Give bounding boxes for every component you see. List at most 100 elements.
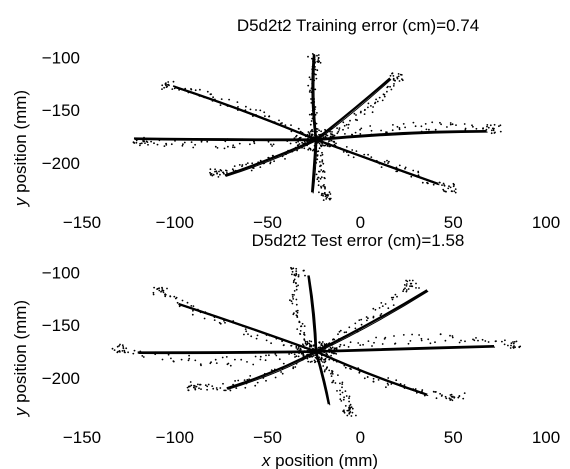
decoded-point [321, 347, 324, 350]
decoded-point [198, 387, 200, 390]
decoded-point [314, 66, 316, 68]
decoded-point [173, 295, 176, 298]
decoded-point [386, 382, 389, 385]
decoded-point [295, 270, 298, 272]
decoded-point [304, 135, 307, 138]
y-axis-label: y position (mm) [11, 90, 30, 207]
decoded-point [305, 344, 308, 346]
decoded-point [329, 343, 332, 345]
decoded-point [405, 285, 408, 287]
decoded-point [346, 414, 349, 417]
decoded-point [310, 102, 313, 104]
decoded-point [311, 349, 313, 352]
decoded-point [313, 349, 316, 352]
decoded-point [211, 385, 214, 387]
decoded-point [165, 142, 168, 145]
decoded-point [325, 368, 328, 370]
decoded-point [199, 363, 202, 366]
decoded-point [358, 371, 361, 373]
decoded-point [371, 111, 374, 114]
decoded-point [295, 285, 298, 288]
decoded-point [319, 165, 321, 168]
decoded-point [183, 141, 186, 144]
decoded-point [344, 366, 347, 369]
decoded-point [337, 339, 340, 342]
decoded-point [507, 344, 509, 347]
decoded-point [331, 371, 334, 374]
x-tick-label: 0 [356, 428, 365, 447]
decoded-point [321, 357, 323, 360]
decoded-point [318, 170, 321, 173]
decoded-point [341, 383, 344, 385]
decoded-point [161, 286, 163, 289]
decoded-point [325, 134, 327, 136]
decoded-point [318, 341, 320, 344]
decoded-point [319, 346, 322, 349]
decoded-point [320, 354, 323, 357]
decoded-point [418, 287, 420, 289]
decoded-point [293, 273, 296, 276]
decoded-point [155, 351, 157, 354]
decoded-point [385, 386, 387, 389]
decoded-point [329, 128, 331, 131]
decoded-point [268, 115, 271, 118]
decoded-point [344, 405, 347, 407]
decoded-point [295, 310, 298, 313]
decoded-point [291, 293, 294, 296]
decoded-point [338, 127, 341, 129]
decoded-point [350, 368, 352, 370]
decoded-point [434, 341, 436, 344]
decoded-point [344, 390, 347, 392]
decoded-point [259, 109, 262, 112]
decoded-point [311, 138, 313, 141]
decoded-point [228, 98, 231, 101]
decoded-point [452, 182, 455, 185]
decoded-point [308, 345, 311, 348]
decoded-point [345, 123, 348, 126]
decoded-point [296, 328, 299, 330]
decoded-point [348, 409, 351, 411]
decoded-point [415, 282, 417, 285]
decoded-point [348, 411, 351, 414]
decoded-point [290, 130, 293, 133]
decoded-point [357, 342, 360, 344]
decoded-point [298, 143, 301, 145]
decoded-point [315, 134, 317, 136]
decoded-point [398, 169, 400, 172]
decoded-point [265, 354, 267, 357]
decoded-point [297, 274, 300, 276]
decoded-point [290, 267, 293, 270]
decoded-point [224, 389, 227, 392]
decoded-point [222, 382, 224, 385]
decoded-point [313, 60, 316, 63]
decoded-point [243, 379, 246, 381]
decoded-point [282, 362, 285, 365]
decoded-point [319, 144, 322, 147]
decoded-point [373, 341, 375, 344]
decoded-point [323, 370, 326, 373]
reach-trajectory-line [316, 346, 496, 353]
decoded-point [219, 173, 221, 176]
y-tick-labels: −100 −150 −200 [42, 263, 80, 388]
decoded-point [464, 127, 467, 130]
decoded-point [331, 381, 333, 384]
decoded-point [275, 337, 278, 340]
decoded-point [314, 121, 317, 124]
decoded-point [165, 86, 168, 88]
decoded-point [328, 358, 331, 361]
decoded-point [125, 347, 128, 350]
x-tick-label: −50 [253, 428, 282, 447]
decoded-point [295, 141, 298, 144]
decoded-point [324, 193, 327, 196]
decoded-point [320, 169, 323, 171]
reach-trajectory-line [316, 290, 429, 353]
decoded-point [291, 273, 293, 276]
decoded-point [234, 358, 236, 361]
decoded-point [163, 351, 165, 354]
decoded-point [451, 335, 454, 337]
decoded-point [339, 389, 341, 392]
decoded-point [171, 88, 174, 90]
decoded-point [209, 313, 211, 316]
decoded-point [324, 360, 327, 363]
decoded-point [320, 176, 323, 179]
